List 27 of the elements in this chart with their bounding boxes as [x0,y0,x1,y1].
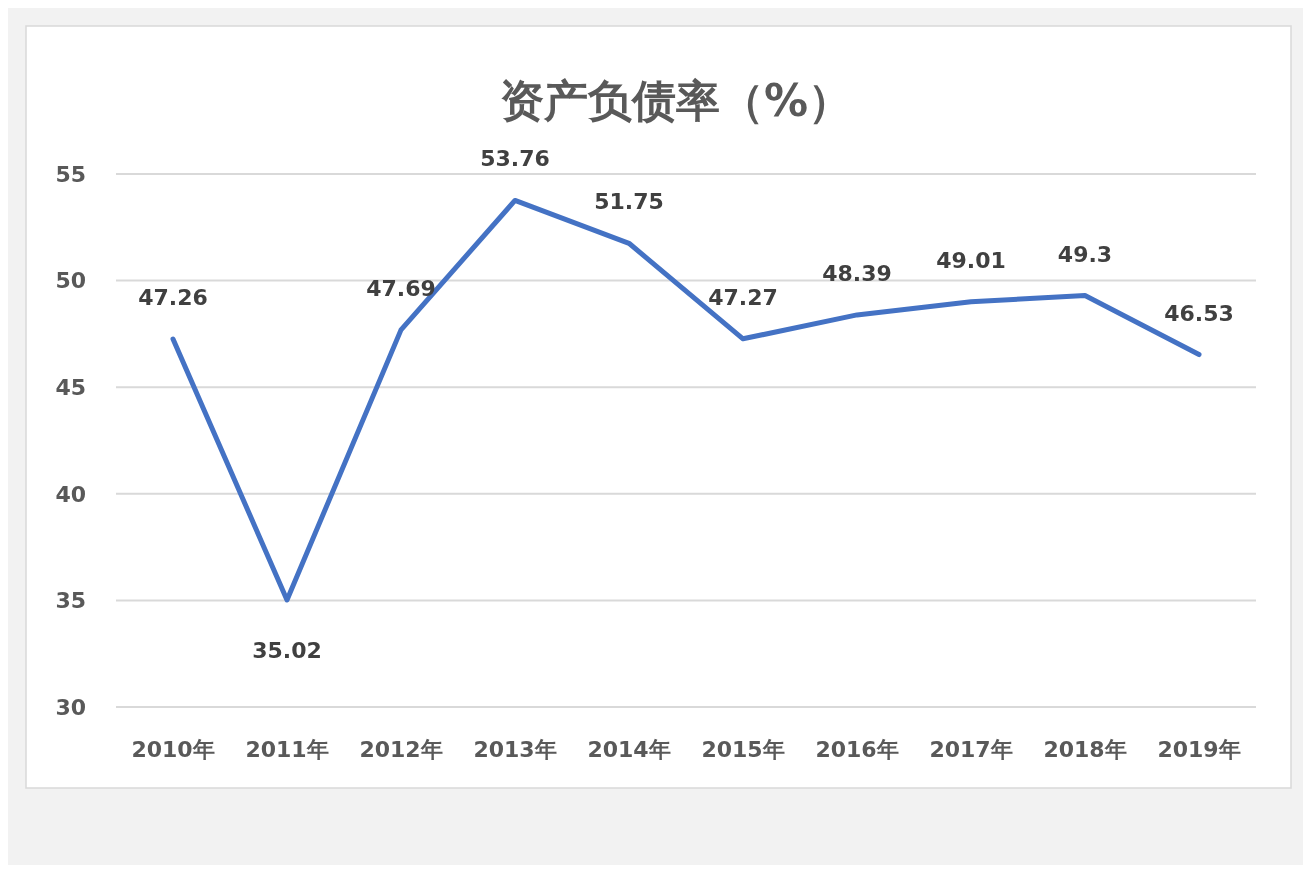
y-tick-label: 50 [55,268,86,294]
x-tick-label: 2015年 [701,737,785,762]
x-tick-label: 2017年 [929,737,1013,762]
chart-title: 资产负债率（%） [499,75,853,126]
data-label: 51.75 [594,189,664,215]
y-tick-label: 30 [55,694,86,720]
data-label: 47.27 [708,284,778,310]
data-label: 47.69 [366,275,436,301]
data-label: 47.26 [138,285,208,311]
x-tick-label: 2019年 [1157,737,1241,762]
data-label: 53.76 [480,146,550,172]
y-tick-label: 35 [55,588,86,614]
x-tick-label: 2014年 [587,737,671,762]
data-label: 49.3 [1057,241,1113,267]
data-label: 48.39 [822,260,892,286]
x-tick-label: 2010年 [131,737,215,762]
x-tick-label: 2018年 [1043,737,1127,762]
x-tick-label: 2012年 [359,737,443,762]
y-tick-label: 55 [55,161,86,187]
y-tick-label: 45 [55,374,86,400]
data-label: 49.01 [936,247,1006,273]
y-tick-label: 40 [55,481,86,507]
x-tick-label: 2011年 [245,737,329,762]
x-tick-label: 2016年 [815,737,899,762]
data-label: 46.53 [1164,300,1234,326]
x-tick-label: 2013年 [473,737,557,762]
data-label: 35.02 [252,637,322,663]
